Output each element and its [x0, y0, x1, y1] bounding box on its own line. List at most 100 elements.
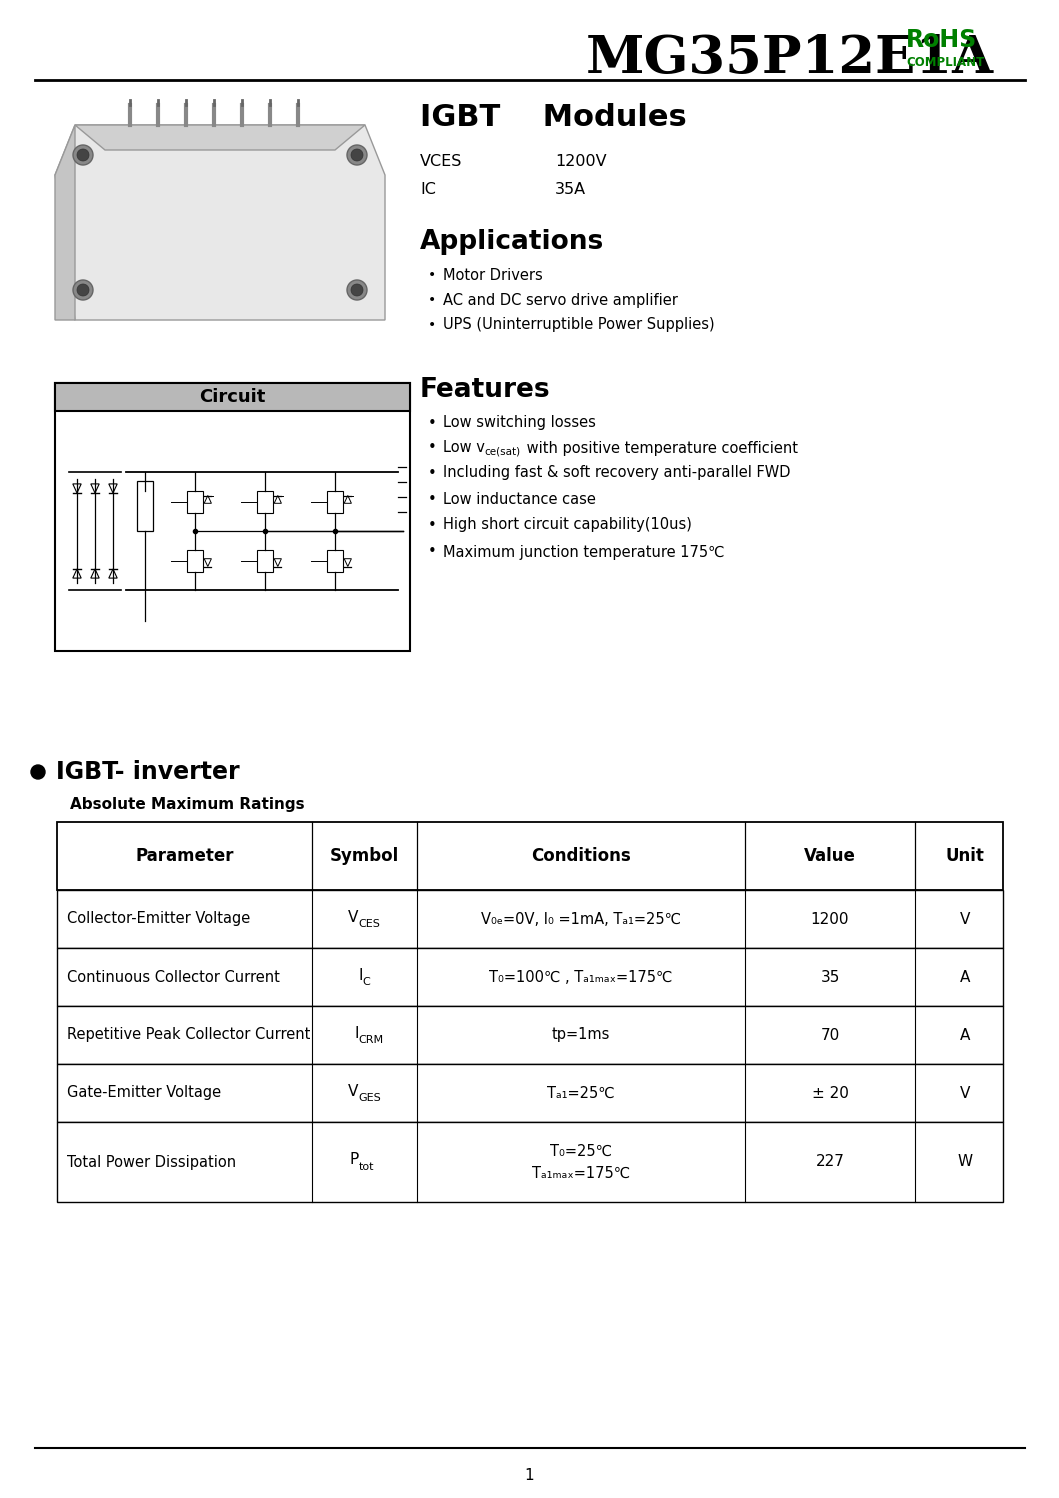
Text: Including fast & soft recovery anti-parallel FWD: Including fast & soft recovery anti-para…	[443, 466, 790, 481]
Text: •: •	[428, 294, 436, 307]
Text: W: W	[957, 1155, 972, 1170]
Text: with positive temperature coefficient: with positive temperature coefficient	[522, 440, 798, 455]
Polygon shape	[55, 124, 385, 321]
Circle shape	[347, 145, 367, 165]
Text: •: •	[428, 544, 436, 559]
Text: Continuous Collector Current: Continuous Collector Current	[67, 969, 280, 984]
Text: Collector-Emitter Voltage: Collector-Emitter Voltage	[67, 911, 250, 926]
Text: Motor Drivers: Motor Drivers	[443, 268, 543, 283]
Text: V: V	[348, 909, 359, 924]
Text: ce(sat): ce(sat)	[484, 446, 520, 455]
Circle shape	[73, 280, 93, 300]
Text: •: •	[428, 493, 436, 508]
Text: tp=1ms: tp=1ms	[552, 1028, 610, 1043]
Text: CRM: CRM	[359, 1035, 383, 1046]
Text: 35: 35	[821, 969, 840, 984]
Text: 70: 70	[821, 1028, 840, 1043]
Text: V₀ₑ=0V, I₀ =1mA, Tₐ₁=25℃: V₀ₑ=0V, I₀ =1mA, Tₐ₁=25℃	[481, 911, 681, 926]
Text: IC: IC	[420, 183, 436, 198]
Text: AC and DC servo drive amplifier: AC and DC servo drive amplifier	[443, 292, 678, 307]
Text: Parameter: Parameter	[136, 846, 234, 864]
Text: 1200V: 1200V	[555, 154, 607, 169]
Text: Total Power Dissipation: Total Power Dissipation	[67, 1155, 236, 1170]
Polygon shape	[109, 569, 118, 578]
Circle shape	[77, 285, 89, 297]
Text: I: I	[354, 1026, 359, 1041]
Text: GES: GES	[359, 1094, 381, 1103]
Text: Tₐ₁ₘₐₓ=175℃: Tₐ₁ₘₐₓ=175℃	[532, 1165, 630, 1180]
Text: Applications: Applications	[420, 229, 605, 255]
Text: •: •	[428, 268, 436, 282]
Text: A: A	[959, 969, 970, 984]
Text: ± 20: ± 20	[811, 1086, 848, 1101]
Text: V: V	[959, 1086, 970, 1101]
Polygon shape	[204, 559, 212, 566]
Text: CES: CES	[359, 918, 380, 929]
Circle shape	[351, 285, 363, 297]
Bar	[57, 890, 1003, 948]
Text: Features: Features	[420, 377, 551, 403]
Bar	[187, 550, 203, 572]
Text: 35A: 35A	[555, 183, 586, 198]
Text: •: •	[428, 415, 436, 430]
Text: 1: 1	[524, 1468, 534, 1483]
Text: Value: Value	[804, 846, 856, 864]
Polygon shape	[344, 559, 352, 566]
Text: IGBT- inverter: IGBT- inverter	[56, 759, 239, 783]
Text: •: •	[428, 517, 436, 532]
Bar	[327, 550, 343, 572]
Bar	[57, 948, 1003, 1007]
Polygon shape	[274, 496, 282, 503]
Text: Symbol: Symbol	[329, 846, 399, 864]
Text: Absolute Maximum Ratings: Absolute Maximum Ratings	[70, 797, 305, 812]
Polygon shape	[73, 484, 82, 493]
Text: Repetitive Peak Collector Current: Repetitive Peak Collector Current	[67, 1028, 310, 1043]
Text: T₀=25℃: T₀=25℃	[550, 1143, 612, 1158]
Text: Maximum junction temperature 175℃: Maximum junction temperature 175℃	[443, 544, 724, 559]
Polygon shape	[91, 484, 100, 493]
Text: Tₐ₁=25℃: Tₐ₁=25℃	[548, 1086, 615, 1101]
Polygon shape	[204, 496, 212, 503]
Text: Gate-Emitter Voltage: Gate-Emitter Voltage	[67, 1086, 221, 1101]
Text: High short circuit capability(10us): High short circuit capability(10us)	[443, 517, 692, 532]
Bar	[55, 383, 410, 410]
Bar	[57, 822, 1003, 890]
Text: V: V	[348, 1083, 359, 1098]
Polygon shape	[73, 569, 82, 578]
Text: tot: tot	[359, 1162, 374, 1171]
Text: RoHS: RoHS	[907, 28, 977, 52]
Bar	[187, 490, 203, 512]
Text: •: •	[428, 440, 436, 455]
Circle shape	[77, 148, 89, 160]
Text: Low switching losses: Low switching losses	[443, 415, 596, 430]
Text: VCES: VCES	[420, 154, 463, 169]
Polygon shape	[274, 559, 282, 566]
Text: Circuit: Circuit	[199, 388, 266, 406]
Circle shape	[351, 148, 363, 160]
Circle shape	[31, 765, 44, 779]
Bar	[257, 550, 273, 572]
Text: Conditions: Conditions	[532, 846, 631, 864]
Text: 227: 227	[815, 1155, 844, 1170]
Text: COMPLIANT: COMPLIANT	[907, 55, 984, 69]
Text: Low v: Low v	[443, 440, 485, 455]
Circle shape	[347, 280, 367, 300]
Text: Low inductance case: Low inductance case	[443, 493, 596, 508]
Bar	[57, 1064, 1003, 1122]
Text: IGBT    Modules: IGBT Modules	[420, 103, 686, 132]
Circle shape	[73, 145, 93, 165]
Text: Unit: Unit	[946, 846, 985, 864]
Polygon shape	[91, 569, 100, 578]
Text: V: V	[959, 911, 970, 926]
Text: •: •	[428, 318, 436, 333]
Bar	[257, 490, 273, 512]
Polygon shape	[55, 124, 75, 321]
Polygon shape	[344, 496, 352, 503]
Polygon shape	[75, 124, 365, 150]
Text: 1200: 1200	[811, 911, 849, 926]
Text: MG35P12E1A: MG35P12E1A	[586, 33, 994, 84]
Text: T₀=100℃ , Tₐ₁ₘₐₓ=175℃: T₀=100℃ , Tₐ₁ₘₐₓ=175℃	[489, 969, 672, 984]
Bar	[327, 490, 343, 512]
Text: I: I	[358, 968, 362, 983]
Bar	[55, 383, 410, 652]
